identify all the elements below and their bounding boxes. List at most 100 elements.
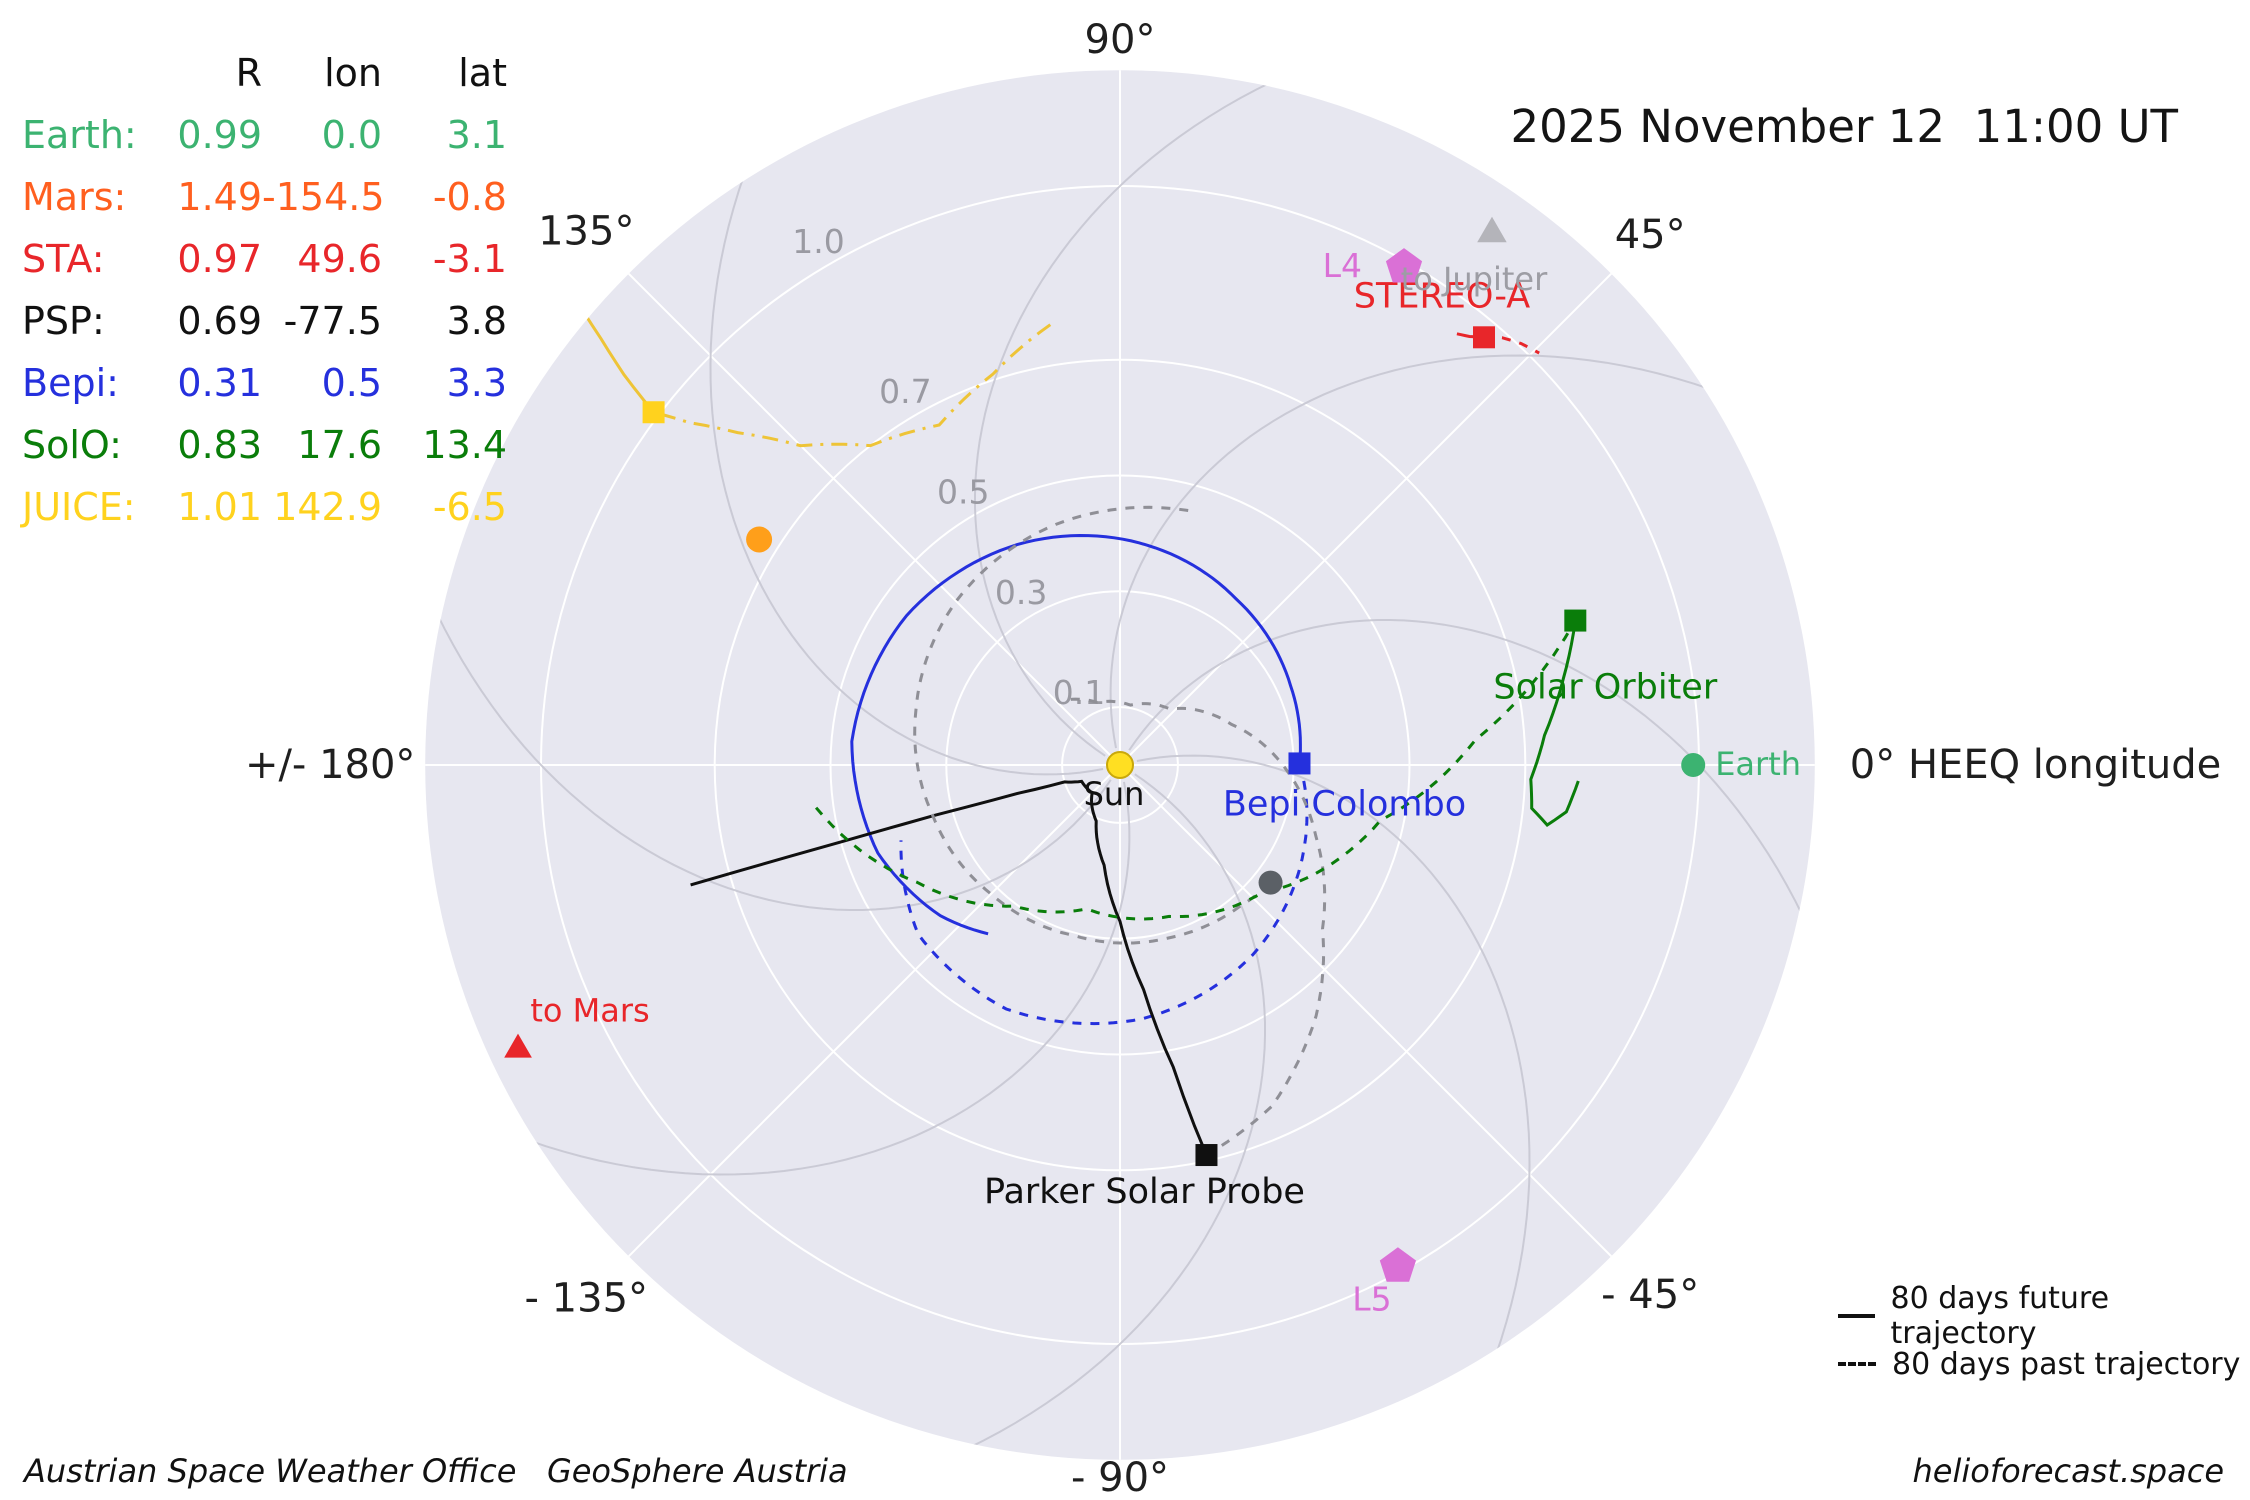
ring-radius-label: 0.5: [937, 473, 989, 512]
juice-marker: [642, 401, 665, 424]
table-row-r: 1.01: [177, 485, 262, 529]
table-row-lon: 0.5: [321, 361, 382, 405]
trajectory-psp-future: [690, 779, 1208, 1156]
l5-marker: [1379, 1247, 1416, 1282]
ring-radius-label: 0.7: [879, 372, 931, 411]
trajectory-juice-future: [573, 297, 655, 414]
table-row-label: Bepi:: [22, 361, 119, 405]
parker-spiral-line: [457, 781, 1131, 1176]
trajectory-psp-past: [1061, 697, 1327, 1157]
table-header-lat: lat: [458, 51, 507, 95]
mercury-marker: [1258, 870, 1283, 895]
table-row-lon: -154.5: [262, 175, 385, 219]
trajectories: [573, 297, 1580, 1157]
dashed-line-icon: [1838, 1362, 1876, 1366]
axis-tick-135: 135°: [538, 208, 634, 254]
parker-spiral-line: [974, 70, 1344, 757]
solo-label: Solar Orbiter: [1493, 668, 1717, 708]
table-row-lon: 49.6: [297, 237, 382, 281]
table-row-label: PSP:: [22, 299, 105, 343]
sun-marker: [1106, 751, 1134, 779]
axis-tick--90: - 90°: [1071, 1455, 1169, 1500]
solo-marker: [1564, 609, 1587, 632]
to-jupiter-label: to Jupiter: [1401, 260, 1548, 298]
axis-tick-45: 45°: [1615, 212, 1686, 258]
table-row-r: 0.99: [177, 113, 262, 157]
to-mars-label: to Mars: [530, 992, 649, 1030]
plot-datetime-title: 2025 November 12 11:00 UT: [1510, 100, 2178, 153]
parker-spiral-line: [1109, 354, 1783, 749]
trajectory-solo-future: [1529, 620, 1580, 827]
table-row-r: 0.69: [177, 299, 262, 343]
table-row-lon: 0.0: [321, 113, 382, 157]
table-row-label: STA:: [22, 237, 105, 281]
table-row-lat: -6.5: [432, 485, 507, 529]
trajectory-bepi-future: [850, 533, 1302, 936]
table-row-lat: -3.1: [432, 237, 507, 281]
bodies: Sun Earth Bepi Colombo Solar Orbiter Parker …: [504, 216, 1801, 1318]
earth-label: Earth: [1715, 745, 1801, 783]
l4-label: L4: [1323, 246, 1362, 285]
table-row-label: Earth:: [22, 113, 137, 157]
table-header-spacer: [22, 52, 157, 94]
table-row-lat: 3.1: [446, 113, 507, 157]
parker-spiral-line: [425, 541, 1112, 911]
venus-marker: [746, 526, 773, 553]
to-mars-marker: [504, 1033, 532, 1058]
table-row-label: Mars:: [22, 175, 127, 219]
grid-ring: [829, 474, 1411, 1056]
table-row-lat: 13.4: [422, 423, 507, 467]
table-header-r: R: [235, 51, 262, 95]
table-row-lat: 3.8: [446, 299, 507, 343]
sta-label: STEREO-A: [1354, 276, 1531, 316]
l4-marker: [1385, 248, 1423, 283]
parker-spiral-line: [1128, 619, 1815, 989]
solid-line-icon: [1838, 1314, 1875, 1318]
table-row-r: 0.31: [177, 361, 262, 405]
legend-item-past: 80 days past trajectory: [1838, 1340, 2250, 1388]
trajectory-juice-past: [653, 323, 1052, 448]
grid-ring: [1061, 706, 1179, 824]
axis-tick-0: 0° HEEQ longitude: [1850, 742, 2221, 788]
sta-marker: [1473, 326, 1496, 349]
position-table: R lon lat Earth: 0.99 0.0 3.1 Mars: 1.49 -154.…: [22, 52, 507, 528]
parker-spirals: [425, 70, 1815, 1460]
l5-label: L5: [1352, 1279, 1391, 1318]
parker-spiral-line: [1136, 754, 1531, 1428]
grid-ring: [713, 358, 1527, 1172]
table-row-lat: 3.3: [446, 361, 507, 405]
table-row-label: JUICE:: [22, 485, 136, 529]
table-row-lon: -77.5: [283, 299, 382, 343]
ring-radius-label: 0.3: [995, 573, 1047, 612]
table-row-lon: 142.9: [273, 485, 382, 529]
axis-tick-90: 90°: [1085, 17, 1156, 63]
psp-marker: [1195, 1144, 1218, 1167]
trajectory-legend: 80 days future trajectory 80 days past t…: [1838, 1281, 2250, 1388]
legend-item-future: 80 days future trajectory: [1838, 1281, 2250, 1351]
trajectory-mercury-past: [913, 505, 1272, 945]
to-jupiter-marker: [1477, 216, 1507, 243]
axis-tick--135: - 135°: [525, 1276, 649, 1322]
trajectory-solo-past: [814, 619, 1577, 921]
axis-tick-180: +/- 180°: [245, 742, 416, 788]
table-row-r: 0.83: [177, 423, 262, 467]
ring-radius-label: 0.1: [1053, 673, 1105, 712]
legend-future-label: 80 days future trajectory: [1890, 1281, 2110, 1351]
table-row-r: 1.49: [177, 175, 262, 219]
table-header-lon: lon: [324, 51, 382, 95]
bepi-label: Bepi Colombo: [1223, 784, 1466, 824]
table-row-lon: 17.6: [297, 423, 382, 467]
table-row-lat: -0.8: [432, 175, 507, 219]
legend-past-label: 80 days past trajectory: [1892, 1346, 2241, 1382]
bepi-marker: [1288, 752, 1311, 775]
sun-label: Sun: [1084, 775, 1145, 813]
table-row-r: 0.97: [177, 237, 262, 281]
axis-tick--45: - 45°: [1601, 1272, 1699, 1318]
footer-organization: Austrian Space Weather Office GeoSphere …: [24, 1452, 848, 1490]
footer-website: helioforecast.space: [1912, 1452, 2224, 1490]
psp-label: Parker Solar Probe: [984, 1172, 1305, 1212]
earth-marker: [1681, 753, 1706, 777]
ring-radius-label: 1.0: [792, 222, 844, 261]
